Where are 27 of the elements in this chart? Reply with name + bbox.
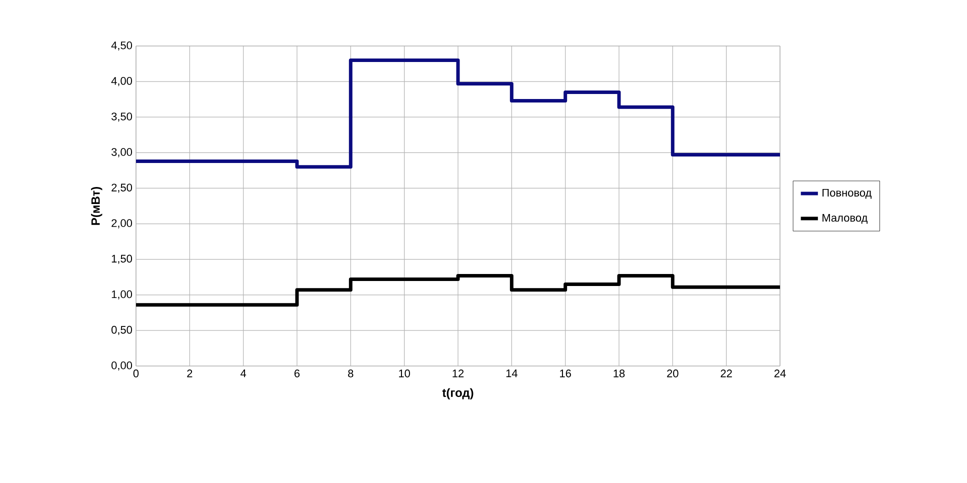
y-tick-label: 4,50 (111, 41, 132, 51)
x-tick-label: 0 (133, 370, 139, 378)
legend-label: Повновод (822, 188, 872, 199)
x-tick-label: 8 (348, 370, 354, 378)
x-axis-title: t(год) (442, 388, 474, 400)
y-axis-title: P(мВт) (91, 186, 102, 225)
y-tick-label: 3,00 (111, 148, 132, 158)
x-tick-label: 6 (294, 370, 300, 378)
x-tick-label: 20 (667, 370, 678, 378)
y-tick-label: 1,50 (112, 254, 132, 264)
y-tick-label: 4,00 (111, 77, 132, 86)
y-tick-label: 2,50 (112, 184, 132, 193)
x-tick-label: 24 (774, 370, 786, 378)
x-tick-label: 14 (506, 370, 518, 378)
x-tick-label: 2 (187, 370, 192, 378)
y-tick-label: 2,00 (112, 219, 132, 228)
y-tick-label: 0,00 (111, 361, 132, 371)
legend-label: Маловод (822, 214, 868, 224)
x-tick-label: 22 (720, 370, 732, 378)
y-tick-label: 0,50 (111, 326, 132, 335)
y-tick-label: 1,00 (112, 290, 132, 300)
x-tick-label: 12 (452, 370, 464, 378)
y-tick-label: 3,50 (111, 112, 132, 122)
x-tick-label: 4 (240, 370, 246, 378)
x-tick-label: 18 (614, 370, 625, 378)
x-tick-label: 16 (560, 370, 571, 378)
x-tick-label: 10 (399, 370, 410, 378)
